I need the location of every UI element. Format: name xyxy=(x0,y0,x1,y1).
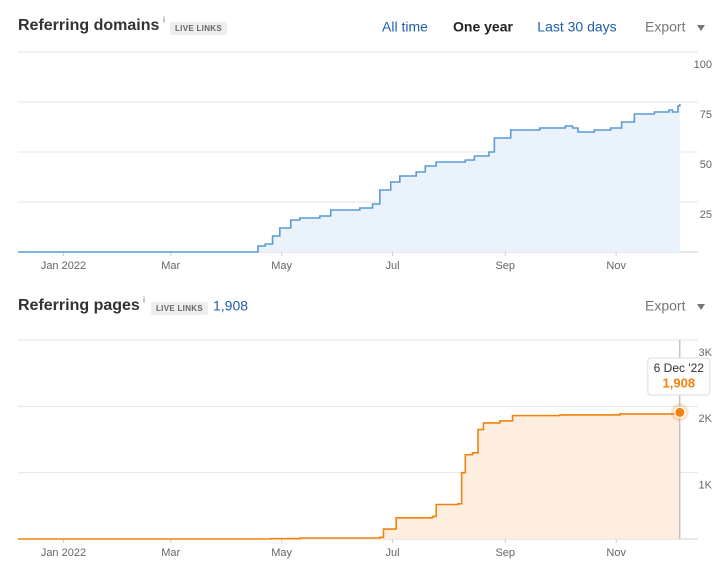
tooltip-box xyxy=(647,357,711,396)
area-fill xyxy=(18,412,680,539)
range-button[interactable]: Last 30 days xyxy=(537,19,616,35)
x-tick-label: Mar xyxy=(161,260,180,272)
x-tick-label: May xyxy=(271,547,292,559)
y-tick-label: 1K xyxy=(699,480,713,492)
badge xyxy=(170,22,227,35)
dropdown-arrow xyxy=(697,304,705,310)
x-tick-label: Jan 2022 xyxy=(41,260,86,272)
badge-text: LIVE LINKS xyxy=(156,304,203,313)
y-tick-label: 50 xyxy=(700,159,712,171)
line xyxy=(18,104,681,253)
section-title: Referring pages xyxy=(18,297,140,314)
hover-point xyxy=(674,406,686,418)
x-tick-label: Mar xyxy=(161,547,180,559)
info-icon[interactable]: i xyxy=(163,14,165,24)
section-title: Referring domains xyxy=(18,17,159,34)
export-button[interactable]: Export xyxy=(645,298,686,314)
tooltip-value: 1,908 xyxy=(663,375,696,390)
x-tick-label: Jul xyxy=(386,260,400,272)
info-icon[interactable]: i xyxy=(143,294,145,304)
x-tick-label: May xyxy=(271,260,292,272)
x-tick-label: Jan 2022 xyxy=(41,547,86,559)
y-tick-label: 75 xyxy=(700,109,712,121)
y-tick-label: 2K xyxy=(699,413,713,425)
range-button[interactable]: All time xyxy=(382,19,428,35)
badge xyxy=(151,302,208,315)
x-tick-label: Sep xyxy=(495,547,515,559)
dropdown-arrow xyxy=(697,25,705,31)
total-count: 1,908 xyxy=(213,298,248,314)
x-tick-label: Nov xyxy=(606,547,626,559)
badge-text: LIVE LINKS xyxy=(175,24,222,33)
range-button[interactable]: One year xyxy=(453,19,513,35)
line xyxy=(18,412,681,540)
tooltip-date: 6 Dec '22 xyxy=(654,361,705,375)
x-tick-label: Jul xyxy=(386,547,400,559)
x-tick-label: Nov xyxy=(606,260,626,272)
y-tick-label: 3K xyxy=(699,347,713,359)
export-button[interactable]: Export xyxy=(645,19,686,35)
y-tick-label: 100 xyxy=(694,59,712,71)
y-tick-label: 25 xyxy=(700,209,712,221)
area-fill xyxy=(18,104,680,252)
x-tick-label: Sep xyxy=(495,260,515,272)
